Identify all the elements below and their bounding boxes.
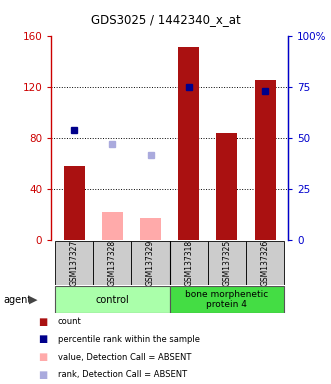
Bar <box>64 166 85 240</box>
Text: ■: ■ <box>38 334 48 344</box>
Bar <box>55 286 169 313</box>
Text: count: count <box>58 317 82 326</box>
Bar <box>169 241 208 285</box>
Text: GSM137325: GSM137325 <box>222 240 231 286</box>
Text: GSM137327: GSM137327 <box>70 240 79 286</box>
Text: GSM137328: GSM137328 <box>108 240 117 286</box>
Bar <box>255 80 276 240</box>
Bar <box>93 241 131 285</box>
Text: ■: ■ <box>38 317 48 327</box>
Bar <box>208 241 246 285</box>
Text: agent: agent <box>3 295 31 305</box>
Bar <box>246 241 284 285</box>
Bar <box>55 241 93 285</box>
Text: GDS3025 / 1442340_x_at: GDS3025 / 1442340_x_at <box>91 13 240 26</box>
Text: rank, Detection Call = ABSENT: rank, Detection Call = ABSENT <box>58 370 187 379</box>
Text: value, Detection Call = ABSENT: value, Detection Call = ABSENT <box>58 353 191 362</box>
Text: bone morphenetic
protein 4: bone morphenetic protein 4 <box>185 290 268 309</box>
Bar <box>131 241 169 285</box>
Bar <box>169 286 284 313</box>
Bar <box>102 212 123 240</box>
Bar <box>216 133 237 240</box>
Text: percentile rank within the sample: percentile rank within the sample <box>58 335 200 344</box>
Text: GSM137318: GSM137318 <box>184 240 193 286</box>
Text: ■: ■ <box>38 370 48 380</box>
Text: ■: ■ <box>38 352 48 362</box>
Text: ▶: ▶ <box>29 295 37 305</box>
Text: GSM137329: GSM137329 <box>146 240 155 286</box>
Bar <box>178 47 199 240</box>
Text: GSM137326: GSM137326 <box>260 240 269 286</box>
Bar <box>140 218 161 240</box>
Text: control: control <box>96 295 129 305</box>
